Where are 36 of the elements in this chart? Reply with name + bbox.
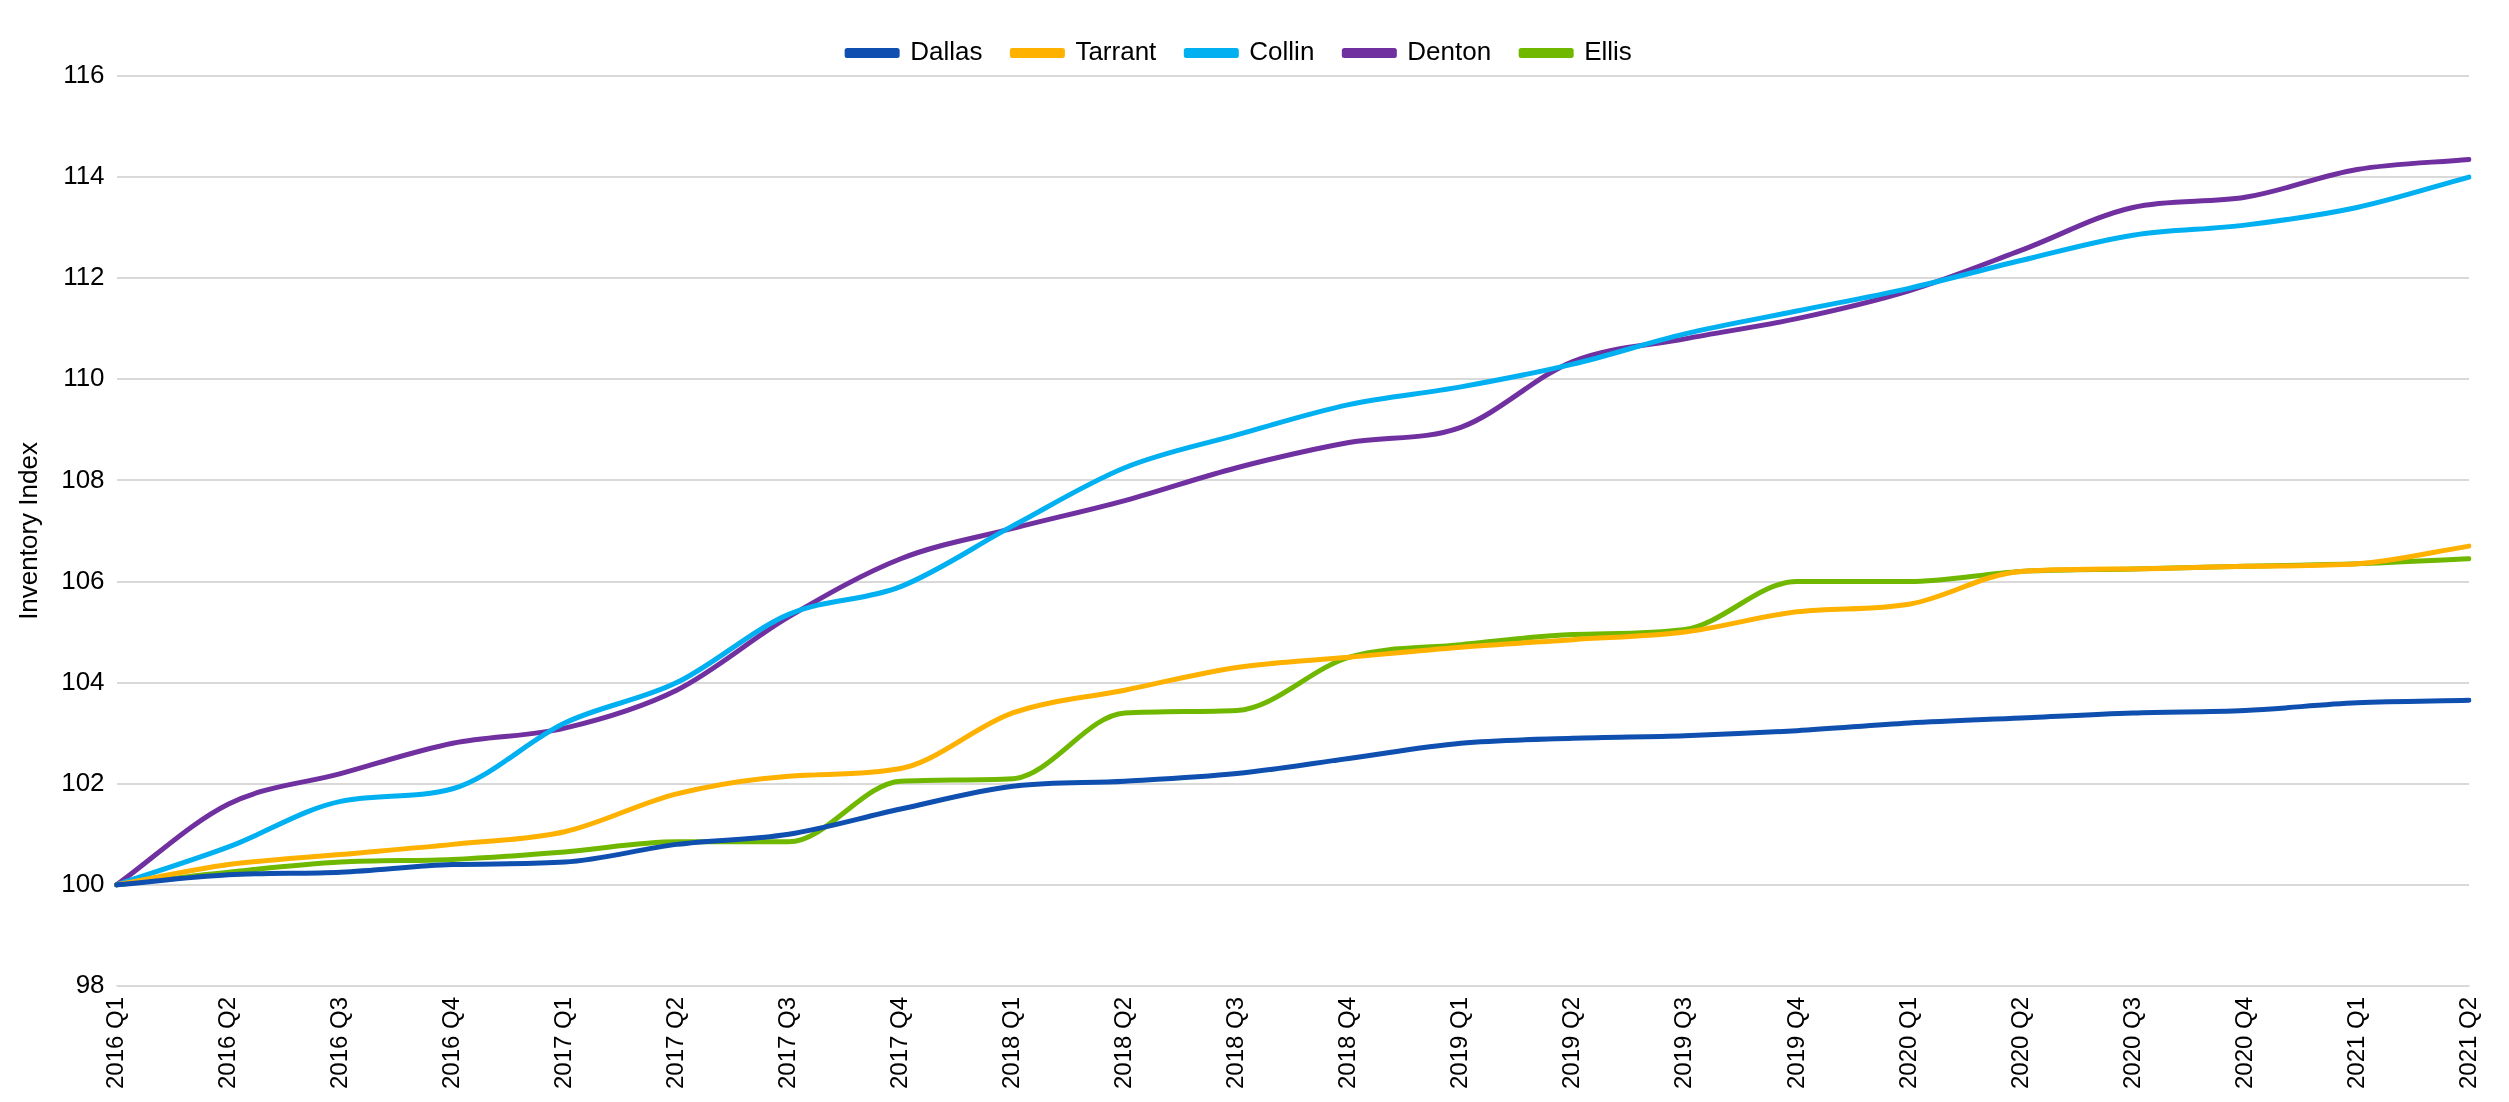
x-tick-label: 2020 Q4: [2229, 996, 2257, 1089]
x-tick-label: 2017 Q2: [661, 996, 689, 1089]
x-tick-label: 2020 Q2: [2005, 996, 2033, 1089]
x-tick-label: 2016 Q3: [325, 996, 353, 1089]
y-tick-label: 116: [63, 59, 105, 90]
legend-label: Collin: [1249, 36, 1315, 67]
x-tick-label: 2020 Q3: [2117, 996, 2145, 1089]
legend-label: Tarrant: [1075, 36, 1158, 67]
x-tick-label: 2019 Q2: [1557, 996, 1585, 1089]
x-tick-label: 2016 Q2: [213, 996, 241, 1089]
y-tick-label: 110: [63, 362, 105, 393]
x-tick-label: 2018 Q2: [1109, 996, 1137, 1089]
y-tick-label: 108: [61, 463, 105, 494]
x-tick-label: 2019 Q1: [1445, 996, 1473, 1089]
x-tick-label: 2018 Q3: [1221, 996, 1249, 1089]
y-tick-label: 100: [61, 867, 105, 898]
y-axis-title: Inventory Index: [12, 442, 43, 620]
x-tick-label: 2019 Q4: [1781, 996, 1809, 1089]
y-tick-label: 106: [61, 564, 105, 595]
x-tick-label: 2017 Q1: [549, 996, 577, 1089]
x-tick-label: 2016 Q4: [437, 996, 465, 1089]
y-tick-label: 102: [61, 766, 105, 797]
x-tick-label: 2017 Q3: [773, 996, 801, 1089]
legend-label: Denton: [1407, 36, 1492, 67]
y-tick-label: 112: [63, 261, 105, 292]
legend-label: Dallas: [910, 36, 983, 67]
y-tick-label: 104: [61, 665, 105, 696]
y-tick-label: 114: [63, 160, 105, 191]
legend-label: Ellis: [1584, 36, 1632, 67]
x-tick-label: 2021 Q1: [2341, 996, 2369, 1089]
x-tick-label: 2020 Q1: [1893, 996, 1921, 1089]
x-tick-label: 2017 Q4: [885, 996, 913, 1089]
x-tick-label: 2021 Q2: [2453, 996, 2481, 1089]
x-tick-label: 2019 Q3: [1669, 996, 1697, 1089]
x-tick-label: 2018 Q1: [997, 996, 1025, 1089]
x-tick-label: 2018 Q4: [1333, 996, 1361, 1089]
